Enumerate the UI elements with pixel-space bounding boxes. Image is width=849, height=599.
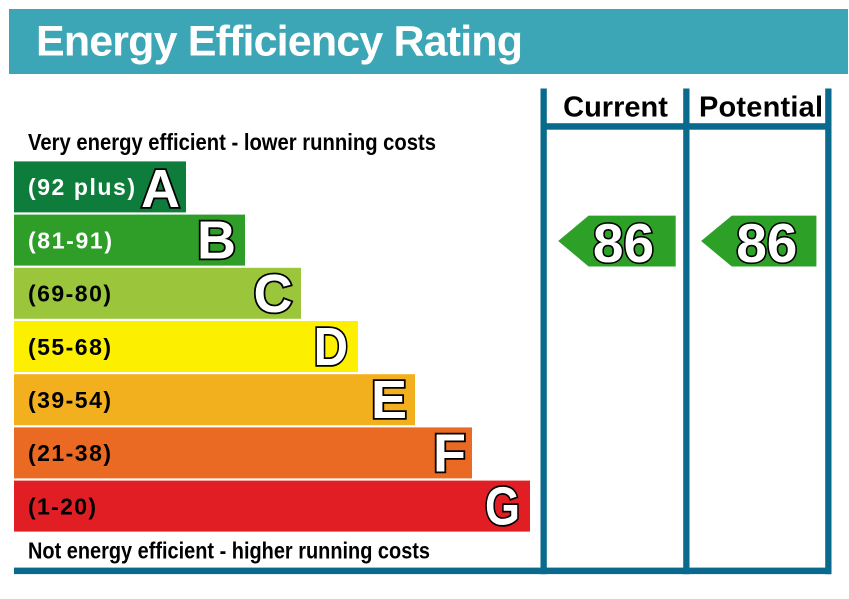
svg-text:Current: Current bbox=[563, 92, 668, 124]
svg-text:(55-68): (55-68) bbox=[28, 334, 111, 360]
svg-text:F: F bbox=[433, 423, 466, 483]
svg-text:86: 86 bbox=[593, 212, 654, 274]
svg-text:D: D bbox=[314, 317, 348, 377]
svg-text:(81-91): (81-91) bbox=[28, 227, 112, 253]
svg-text:B: B bbox=[197, 211, 236, 271]
svg-text:Potential: Potential bbox=[699, 92, 823, 124]
svg-text:Energy Efficiency Rating: Energy Efficiency Rating bbox=[36, 18, 523, 66]
svg-text:(21-38): (21-38) bbox=[28, 440, 111, 466]
svg-text:86: 86 bbox=[736, 212, 797, 274]
svg-text:(69-80): (69-80) bbox=[28, 281, 111, 307]
svg-text:(92 plus): (92 plus) bbox=[28, 174, 135, 200]
svg-text:E: E bbox=[371, 370, 407, 430]
svg-text:G: G bbox=[485, 477, 520, 537]
svg-text:Very energy efficient - lower: Very energy efficient - lower running co… bbox=[28, 129, 436, 155]
svg-text:(39-54): (39-54) bbox=[28, 387, 111, 413]
svg-text:C: C bbox=[254, 264, 293, 324]
svg-text:Not energy efficient - higher: Not energy efficient - higher running co… bbox=[28, 538, 430, 564]
svg-text:(1-20): (1-20) bbox=[28, 493, 96, 519]
svg-text:A: A bbox=[141, 159, 180, 219]
